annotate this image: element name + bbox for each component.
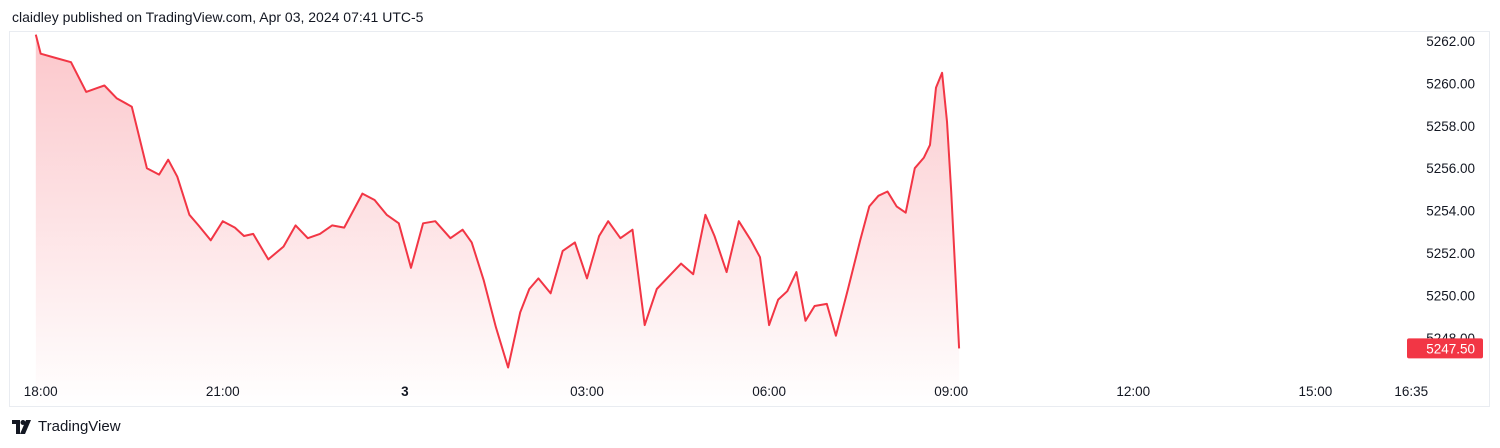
last-price-label: 5247.50 [1426, 341, 1475, 356]
y-tick-label: 5254.00 [1426, 204, 1475, 219]
last-price-badge-layer: 5247.50 [1407, 338, 1483, 359]
y-tick-label: 5250.00 [1426, 288, 1475, 303]
y-tick-label: 5260.00 [1426, 76, 1475, 91]
y-axis: 5262.00 5260.00 5258.00 5256.00 5254.00 5252.… [1426, 34, 1475, 346]
tradingview-logo-icon [12, 419, 31, 434]
y-tick-label: 5256.00 [1426, 161, 1475, 176]
x-tick-label: 15:00 [1299, 384, 1333, 399]
x-tick-label: 21:00 [206, 384, 240, 399]
price-chart[interactable]: 5262.00 5260.00 5258.00 5256.00 5254.00 5252.… [10, 32, 1489, 406]
x-tick-label: 03:00 [570, 384, 604, 399]
footer-brand: TradingView [38, 418, 121, 435]
x-tick-label: 12:00 [1116, 384, 1150, 399]
chart-frame[interactable]: 5262.00 5260.00 5258.00 5256.00 5254.00 5252.… [9, 31, 1490, 407]
x-tick-label: 3 [401, 384, 409, 399]
last-price-badge [1407, 338, 1483, 359]
y-tick-label: 5262.00 [1426, 34, 1475, 49]
x-tick-label: 06:00 [752, 384, 786, 399]
price-line [34, 34, 961, 369]
y-tick-label: 5252.00 [1426, 246, 1475, 261]
x-tick-label: 18:00 [24, 384, 58, 399]
x-axis: 18:00 21:00 3 03:00 06:00 09:00 12:00 15:00 16:3… [24, 384, 1428, 399]
publisher-header: claidley published on TradingView.com, A… [12, 9, 424, 25]
x-tick-label: 09:00 [934, 384, 968, 399]
price-area [35, 34, 960, 406]
footer: TradingView [12, 418, 121, 435]
area-fill-layer [35, 34, 960, 406]
x-tick-label: 16:35 [1394, 384, 1428, 399]
price-line-layer [34, 34, 961, 369]
y-tick-label: 5258.00 [1426, 119, 1475, 134]
